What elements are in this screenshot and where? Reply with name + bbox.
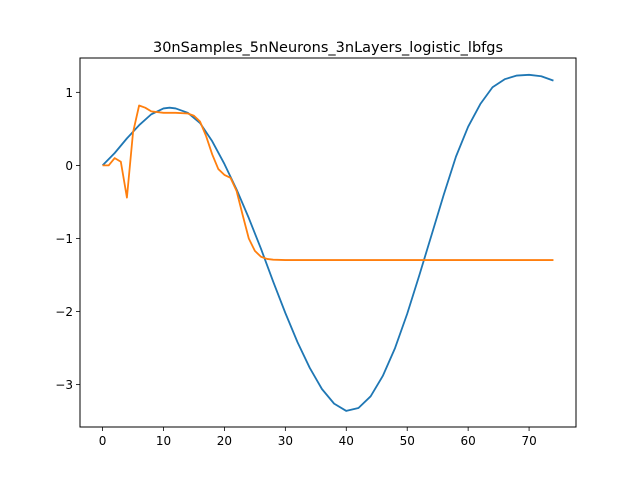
y-tick-label: −1 bbox=[55, 232, 73, 246]
x-tick-label: 30 bbox=[278, 434, 293, 448]
y-tick-label: −2 bbox=[55, 305, 73, 319]
plot-area bbox=[79, 57, 577, 428]
chart-title: 30nSamples_5nNeurons_3nLayers_logistic_l… bbox=[153, 40, 503, 56]
x-tick-label: 60 bbox=[461, 434, 476, 448]
y-tick-label: 0 bbox=[65, 159, 73, 173]
y-tick-label: 1 bbox=[65, 86, 73, 100]
series-line-2 bbox=[102, 104, 554, 261]
x-tick-label: 10 bbox=[156, 434, 171, 448]
series-line-1 bbox=[101, 73, 554, 412]
y-axis: 1 0 −1 −2 −3 bbox=[55, 86, 80, 392]
x-tick-label: 0 bbox=[99, 434, 107, 448]
axes-frame bbox=[79, 57, 577, 428]
x-tick-label: 40 bbox=[339, 434, 354, 448]
y-tick-label: −3 bbox=[55, 378, 73, 392]
x-tick-label: 50 bbox=[400, 434, 415, 448]
x-tick-label: 20 bbox=[217, 434, 232, 448]
series-group bbox=[101, 73, 554, 412]
x-tick-label: 70 bbox=[521, 434, 536, 448]
x-axis: 0 10 20 30 40 50 60 70 bbox=[99, 427, 537, 448]
